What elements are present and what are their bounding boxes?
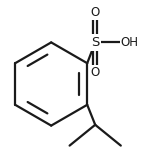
Text: OH: OH bbox=[121, 36, 139, 49]
Text: S: S bbox=[91, 36, 99, 49]
Text: O: O bbox=[91, 6, 100, 18]
Text: O: O bbox=[91, 66, 100, 79]
